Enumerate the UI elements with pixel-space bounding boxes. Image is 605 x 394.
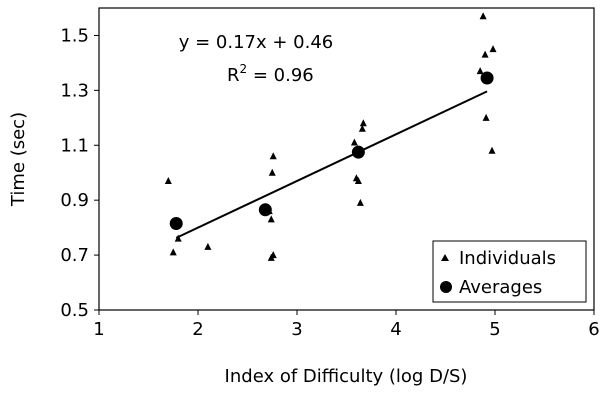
r-squared-r: R: [227, 65, 240, 86]
individual-point: [476, 67, 484, 75]
y-axis-title: Time (sec): [8, 112, 29, 207]
individual-point: [169, 248, 177, 256]
data-marks: [164, 12, 497, 261]
x-tick-label: 2: [192, 319, 203, 340]
trendline: [175, 90, 488, 239]
legend-marker-individuals: [441, 254, 449, 261]
individual-point: [358, 124, 366, 132]
x-axis-title: Index of Difficulty (log D/S): [225, 366, 468, 387]
individual-point: [267, 215, 275, 223]
individual-point: [488, 146, 496, 154]
y-tick-label: 0.5: [60, 300, 89, 321]
legend-label-averages: Averages: [459, 277, 542, 298]
average-point: [169, 217, 183, 231]
individual-point: [354, 176, 362, 184]
average-point: [258, 203, 272, 217]
r-squared-value: = 0.96: [247, 65, 314, 86]
x-tick-label: 5: [489, 319, 500, 340]
individual-point: [481, 50, 489, 58]
individual-point: [268, 168, 276, 176]
average-point: [351, 145, 365, 159]
individual-point: [479, 12, 487, 20]
individual-point: [489, 45, 497, 53]
x-tick-label: 3: [291, 319, 302, 340]
y-tick-label: 1.3: [60, 80, 89, 101]
x-tick-label: 6: [588, 319, 599, 340]
individual-point: [164, 176, 172, 184]
plot-area: [98, 7, 595, 311]
legend-marker-averages: [440, 281, 452, 293]
x-tick-label: 4: [390, 319, 401, 340]
individual-point: [356, 198, 364, 206]
plot-frame: [98, 7, 595, 311]
average-point: [480, 71, 494, 85]
y-tick-label: 1.5: [60, 25, 89, 46]
individual-point: [269, 152, 277, 160]
x-tick-label: 1: [93, 319, 104, 340]
axis-tick-labels: 1 2 3 4 5 6 0.5 0.7 0.9 1.1 1.3 1.5: [60, 25, 599, 340]
legend-box: [432, 240, 587, 303]
individual-point: [174, 234, 182, 242]
y-tick-label: 1.1: [60, 135, 89, 156]
axis-ticks: [94, 34, 595, 315]
trendline-equation: y = 0.17x + 0.46: [179, 32, 334, 53]
y-tick-label: 0.7: [60, 245, 89, 266]
r-squared-label: R2 = 0.96: [227, 62, 314, 86]
r-squared-exponent: 2: [240, 62, 248, 76]
individual-point: [269, 251, 277, 259]
individual-point: [350, 138, 358, 146]
individual-point: [482, 113, 490, 121]
legend-label-individuals: Individuals: [459, 248, 556, 269]
legend: Individuals Averages: [432, 240, 587, 303]
y-tick-label: 0.9: [60, 190, 89, 211]
individual-point: [204, 242, 212, 250]
individual-point: [359, 119, 367, 127]
